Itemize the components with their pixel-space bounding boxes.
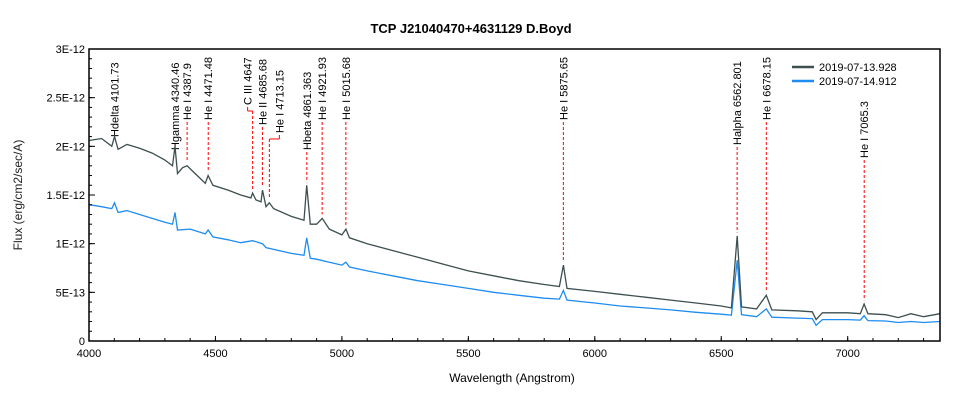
y-tick-label: 3E-12 — [56, 44, 85, 56]
y-tick-label: 2.5E-12 — [46, 93, 85, 105]
annotation-label: He I 5875.65 — [558, 57, 570, 120]
annotation-label: Halpha 6562.801 — [732, 61, 744, 145]
legend-label: 2019-07-13.928 — [819, 62, 897, 74]
annotation-label: He II 4685.68 — [257, 59, 269, 125]
series-line — [88, 201, 941, 327]
x-tick-label: 4000 — [77, 348, 101, 360]
series-line — [88, 134, 941, 321]
y-tick-label: 2E-12 — [56, 141, 85, 153]
annotation-label: He I 7065.3 — [859, 101, 871, 158]
annotation-label: Hgamma 4340.46 — [170, 63, 182, 150]
legend-label: 2019-07-14.912 — [819, 76, 897, 88]
y-tick-label: 1.5E-12 — [46, 190, 85, 202]
x-tick-label: 6000 — [583, 348, 607, 360]
annotation-label: He I 4713.15 — [274, 70, 286, 133]
x-tick-label: 6500 — [709, 348, 733, 360]
y-tick-label: 1E-12 — [56, 239, 85, 251]
annotation-label: He I 6678.15 — [761, 57, 773, 120]
annotation-label: He I 4921.93 — [317, 57, 329, 120]
annotation-label: Hdelta 4101.73 — [110, 62, 122, 137]
x-tick-label: 7000 — [835, 348, 859, 360]
x-tick-label: 5500 — [456, 348, 480, 360]
annotation-label: He I 5015.68 — [341, 57, 353, 120]
x-tick-label: 5000 — [330, 348, 354, 360]
y-axis-label: Flux (erg/cm2/sec/A) — [11, 140, 25, 251]
x-axis-label: Wavelength (Angstrom) — [449, 371, 575, 385]
annotation-label: Hbeta 4861.363 — [302, 72, 314, 150]
plot-frame — [88, 48, 941, 342]
annotation-label: He I 4387.9 — [182, 63, 194, 120]
x-tick-label: 4500 — [203, 348, 227, 360]
chart-title: TCP J21040470+4631129 D.Boyd — [370, 21, 571, 36]
y-tick-label: 5E-13 — [56, 287, 85, 299]
annotation-label: C III 4647 — [243, 57, 255, 105]
annotation-label: He I 4471.48 — [203, 57, 215, 120]
y-tick-label: 0 — [79, 336, 85, 348]
